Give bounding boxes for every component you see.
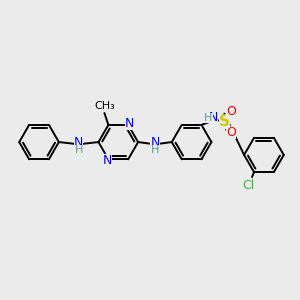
Text: N: N (74, 136, 83, 148)
Text: N: N (103, 154, 112, 167)
Text: O: O (226, 126, 236, 139)
Text: H: H (204, 113, 213, 123)
Text: S: S (219, 114, 230, 129)
Text: N: N (209, 112, 218, 124)
Text: H: H (74, 145, 83, 155)
Text: H: H (151, 145, 159, 155)
Text: Cl: Cl (242, 179, 254, 193)
Text: N: N (124, 117, 134, 130)
Text: O: O (226, 104, 236, 118)
Text: CH₃: CH₃ (94, 101, 115, 111)
Text: N: N (150, 136, 160, 148)
